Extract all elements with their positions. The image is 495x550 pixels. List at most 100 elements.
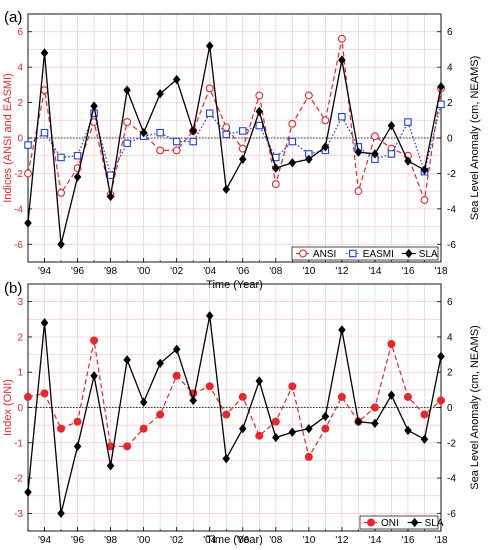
data-point [239,127,247,135]
series-oni [23,336,445,461]
data-point [205,109,214,117]
y-right-tick-label: 6 [447,27,453,38]
data-point [172,146,181,155]
data-point [106,191,115,202]
panel-b: '94 '96 '98 '00 '02 '04 '06 '08 '10 '12 '14 '16 '18 -… [2,280,481,546]
data-point [338,325,346,335]
y-left-tick-label: 0 [17,134,23,145]
data-point [172,74,181,85]
data-point [337,34,346,43]
data-point [222,123,231,132]
legend: ANSI EASMI SLA [291,246,439,261]
data-point [57,188,65,197]
data-point [387,339,396,348]
data-point [288,137,297,146]
data-point [420,434,429,444]
legend-box [359,515,439,530]
data-point [123,355,131,365]
data-point [139,424,148,433]
data-point [73,172,82,182]
legend-marker [299,249,307,258]
y-left-ticks: -6 -4 -2 0 2 4 6 [14,27,32,251]
series-line [27,45,442,245]
data-point [189,137,197,146]
legend-label: SLA [419,249,438,260]
data-point [156,146,165,155]
x-tick-label: '04 [203,266,216,277]
data-point [354,416,363,427]
x-tick-label: '98 [104,535,117,546]
data-point [156,89,164,99]
y-right-tick-label: -4 [447,204,456,215]
legend-label: ANSI [313,249,336,260]
y-axis-right-label: Sea Level Anomaly (cm, NEAMS) [469,325,481,489]
y-left-ticks: -3 -2 -1 0 1 2 3 [14,297,32,520]
y-left-tick-label: -6 [14,240,23,251]
y-left-tick-label: -2 [14,169,23,180]
data-point [40,318,49,328]
data-point [337,392,346,401]
data-point [57,239,65,249]
y-left-tick-label: 4 [17,63,23,74]
data-point [371,149,379,159]
data-point [172,137,181,146]
data-point [404,118,412,126]
data-point [387,150,396,158]
x-tick-label: '06 [236,535,249,546]
data-point [370,403,379,412]
data-point [288,158,297,168]
data-point [205,382,214,391]
data-point [387,120,396,131]
y-right-tick-label: 4 [447,63,453,74]
data-point [288,119,297,128]
data-point [90,371,98,381]
legend-marker [410,517,419,528]
x-tick-label: '10 [302,535,315,546]
y-left-tick-label: 3 [17,297,23,308]
series-ansi [24,34,445,204]
data-point [239,423,247,434]
data-point [40,389,49,398]
data-point [123,118,132,127]
data-point [222,184,230,195]
data-point [222,453,230,464]
data-point [255,376,264,386]
data-point [189,395,197,406]
data-point [304,91,313,100]
data-point [73,417,82,426]
grid [27,283,442,532]
x-tick-label: '06 [236,266,249,277]
legend-label: EASMI [363,249,394,260]
data-point [370,132,379,141]
data-point [272,163,280,173]
y-right-tick-label: -6 [447,509,456,520]
data-point [172,344,181,354]
y-left-tick-label: -4 [14,204,23,215]
panel-label: (a) [4,9,22,26]
y-right-tick-label: -2 [447,169,456,180]
x-tick-label: '10 [302,266,315,277]
data-point [172,371,181,380]
data-point [189,126,197,136]
y-right-ticks: -6 -4 -2 0 2 4 6 [437,297,456,520]
data-point [222,410,231,419]
data-point [222,130,230,139]
data-point [156,128,164,137]
data-point [106,171,115,179]
data-point [437,100,445,109]
x-tick-label: '18 [434,266,447,277]
y-left-tick-label: -3 [14,509,23,520]
x-tick-label: '16 [401,535,414,546]
data-point [24,218,32,228]
x-tick-label: '96 [71,266,84,277]
data-point [255,431,264,440]
legend-marker [366,518,375,527]
data-point [205,311,214,321]
legend-marker [349,249,357,258]
data-point [321,142,330,152]
x-tick-label: '98 [104,266,117,277]
data-point [57,508,65,519]
y-left-tick-label: 6 [17,27,23,38]
data-point [321,116,330,125]
data-point [255,91,264,100]
